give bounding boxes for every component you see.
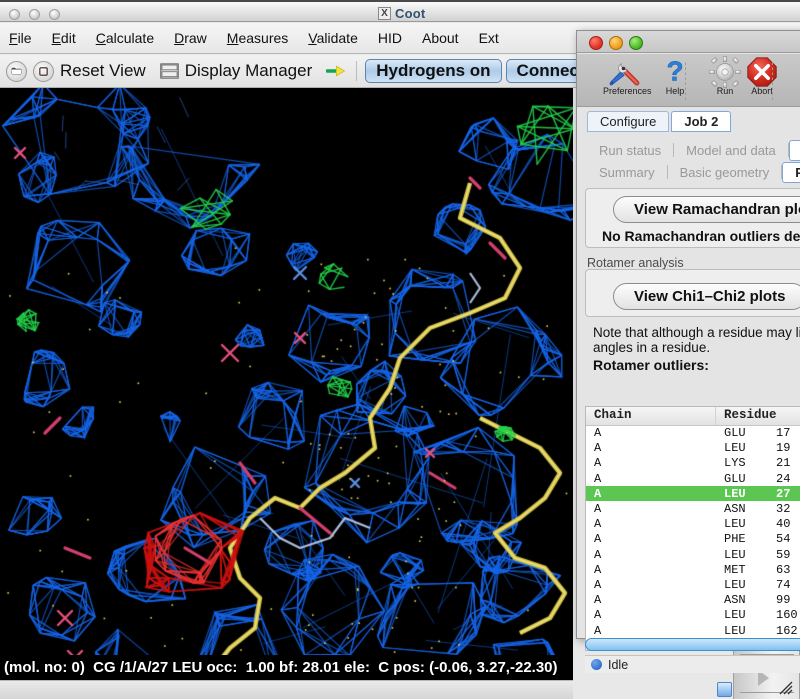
svg-text:?: ? — [666, 58, 683, 86]
